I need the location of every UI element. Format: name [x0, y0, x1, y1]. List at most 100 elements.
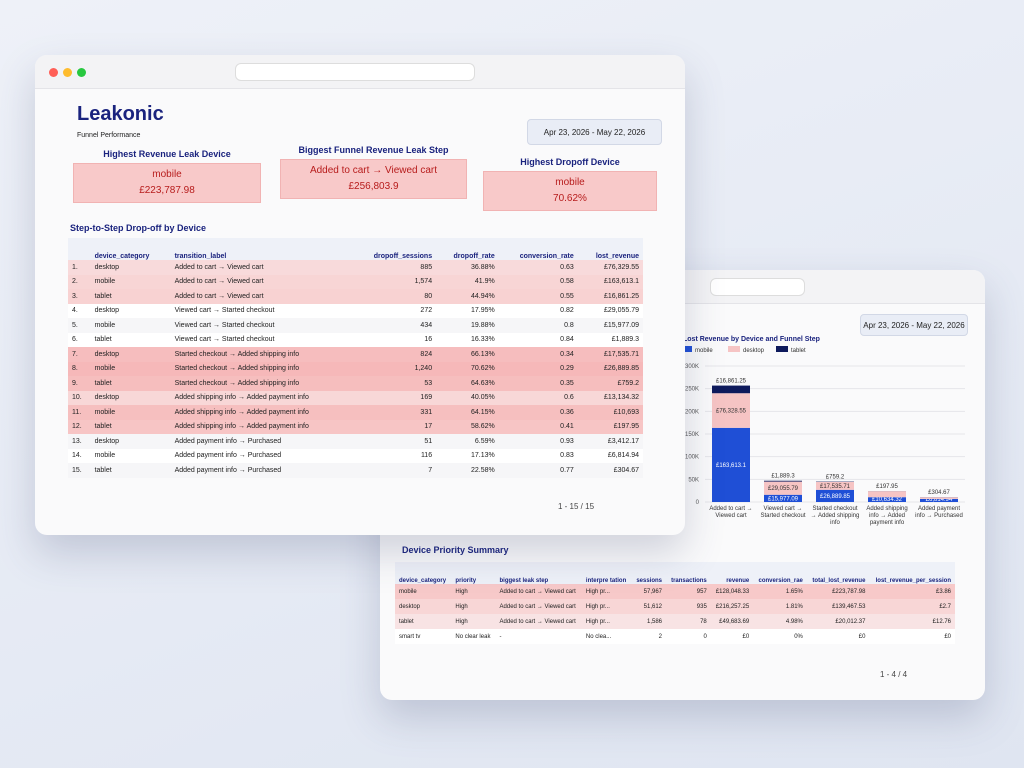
table-cell: 0.55	[560, 292, 574, 300]
table-cell: 0	[703, 633, 707, 640]
table-cell: 1.	[72, 263, 78, 271]
bar-segment	[868, 497, 906, 502]
y-tick-label: 300K	[685, 364, 699, 370]
table-cell: Started checkout → Added shipping info	[174, 379, 300, 387]
table-cell: 7	[428, 466, 433, 474]
table-cell: 1,574	[414, 278, 433, 286]
table-cell: No clea...	[585, 633, 612, 640]
header-cell: interpre tation	[581, 562, 632, 584]
table-cell: 0.29	[560, 365, 574, 373]
data-label: £76,328.55	[716, 409, 747, 415]
table-row: tablet High Added to cart → Viewed cart Hig…	[395, 614, 955, 629]
data-label: £16,861.25	[716, 379, 747, 385]
table-cell: High pr...	[585, 618, 610, 625]
data-label: £29,055.79	[768, 486, 799, 492]
table-cell: Added payment info → Purchased	[174, 437, 282, 445]
table-cell: Added to cart → Viewed cart	[174, 263, 264, 271]
bar-segment	[868, 491, 906, 498]
table-cell: desktop	[94, 394, 120, 402]
table-row: desktop High Added to cart → Viewed cart Hi…	[395, 599, 955, 614]
date-picker[interactable]: Apr 23, 2026 - May 22, 2026	[860, 314, 968, 336]
x-tick-label: Added shipping info → Added payment info	[866, 506, 908, 527]
table-cell: 80	[424, 292, 433, 300]
toolbar	[35, 55, 685, 89]
table-row: smart tv No clear leak - No clea... 2 0 £0 0% £0…	[395, 629, 955, 644]
table-cell: 36.88%	[471, 263, 495, 271]
table-cell: £20,012.37	[835, 618, 866, 625]
table-row: 9. tablet Started checkout → Added shippin…	[68, 376, 643, 391]
kpi-value: £256,803.9	[348, 181, 399, 192]
header-cell: biggest leak step	[495, 562, 582, 584]
kpi-label: mobile	[152, 169, 182, 180]
table-cell: £0	[742, 633, 750, 640]
legend-label: desktop	[743, 348, 765, 354]
table-cell: 4.	[72, 307, 78, 315]
table-cell: £13,134.32	[603, 394, 639, 402]
y-tick-label: 100K	[685, 455, 699, 461]
table-cell: mobile	[399, 588, 417, 595]
table-cell: 1.81%	[785, 603, 803, 610]
table-cell: desktop	[94, 307, 120, 315]
table-cell: 7.	[72, 350, 78, 358]
table-cell: desktop	[94, 350, 120, 358]
data-label: £163,613.1	[716, 463, 747, 469]
table-cell: £6,814.94	[607, 452, 639, 460]
table-cell: Added shipping info → Added payment info	[174, 408, 309, 416]
table-cell: 41.9%	[474, 278, 495, 286]
table-row: 7. desktop Started checkout → Added shippi…	[68, 347, 643, 362]
table-cell: £3.86	[935, 588, 951, 595]
y-tick-label: 150K	[685, 432, 699, 438]
table-cell: £16,861.25	[603, 292, 639, 300]
header-cell: total_lost_revenue	[806, 562, 870, 584]
table-cell: Added to cart → Viewed cart	[174, 278, 264, 286]
table-cell: £304.67	[613, 466, 639, 474]
minimize-button[interactable]	[63, 68, 72, 77]
table-cell: tablet	[94, 292, 112, 300]
table-cell: £0	[858, 633, 866, 640]
table-cell: Added payment info → Purchased	[174, 452, 282, 460]
subtitle: Funnel Performance	[77, 132, 141, 139]
table-cell: £10,693	[613, 408, 639, 416]
table-cell: £197.95	[613, 423, 639, 431]
table-cell: 10.	[72, 394, 82, 402]
data-label: £26,889.85	[820, 494, 851, 500]
bar-segment	[712, 385, 750, 394]
date-picker[interactable]: Apr 23, 2026 - May 22, 2026	[527, 119, 662, 145]
url-bar[interactable]	[710, 278, 805, 296]
bar-segment	[712, 393, 750, 428]
kpi-title: Biggest Funnel Revenue Leak Step	[298, 145, 449, 155]
table-cell: 4.98%	[785, 618, 803, 625]
data-label: £10,634.32	[872, 497, 903, 503]
data-label: £304.67	[928, 490, 950, 496]
url-bar[interactable]	[235, 63, 475, 81]
table-cell: 0.82	[560, 307, 574, 315]
table-cell: £12.76	[932, 618, 951, 625]
table-cell: 3.	[72, 292, 78, 300]
y-tick-label: 200K	[685, 409, 699, 415]
table-cell: 6.	[72, 336, 78, 344]
table-cell: -	[499, 633, 502, 640]
table-cell: Added payment info → Purchased	[174, 466, 282, 474]
table-row: 15. tablet Added payment info → Purchased 7…	[68, 463, 643, 478]
zoom-button[interactable]	[77, 68, 86, 77]
table-cell: 58.62%	[471, 423, 495, 431]
x-tick-label: Added payment info → Purchased	[915, 506, 963, 520]
table-cell: mobile	[94, 321, 116, 329]
table-cell: £759.2	[617, 379, 639, 387]
table-cell: 5.	[72, 321, 78, 329]
table-cell: High	[455, 603, 468, 610]
table-cell: 1,586	[646, 618, 662, 625]
table-cell: 116	[420, 452, 433, 460]
table-cell: 0.34	[560, 350, 574, 358]
brand: Leakonic	[77, 103, 164, 125]
close-button[interactable]	[49, 68, 58, 77]
table-cell: 885	[420, 263, 433, 271]
table-cell: Viewed cart → Started checkout	[174, 336, 275, 344]
table-cell: No clear leak	[455, 633, 491, 640]
table-cell: 12.	[72, 423, 82, 431]
kpi-title: Highest Revenue Leak Device	[103, 149, 231, 159]
kpi-card: mobile £223,787.98	[73, 163, 261, 203]
header-cell: conversion_rae	[753, 562, 807, 584]
table-cell: mobile	[94, 278, 116, 286]
header-row: device_category transition_label dropoff_s…	[68, 238, 643, 260]
